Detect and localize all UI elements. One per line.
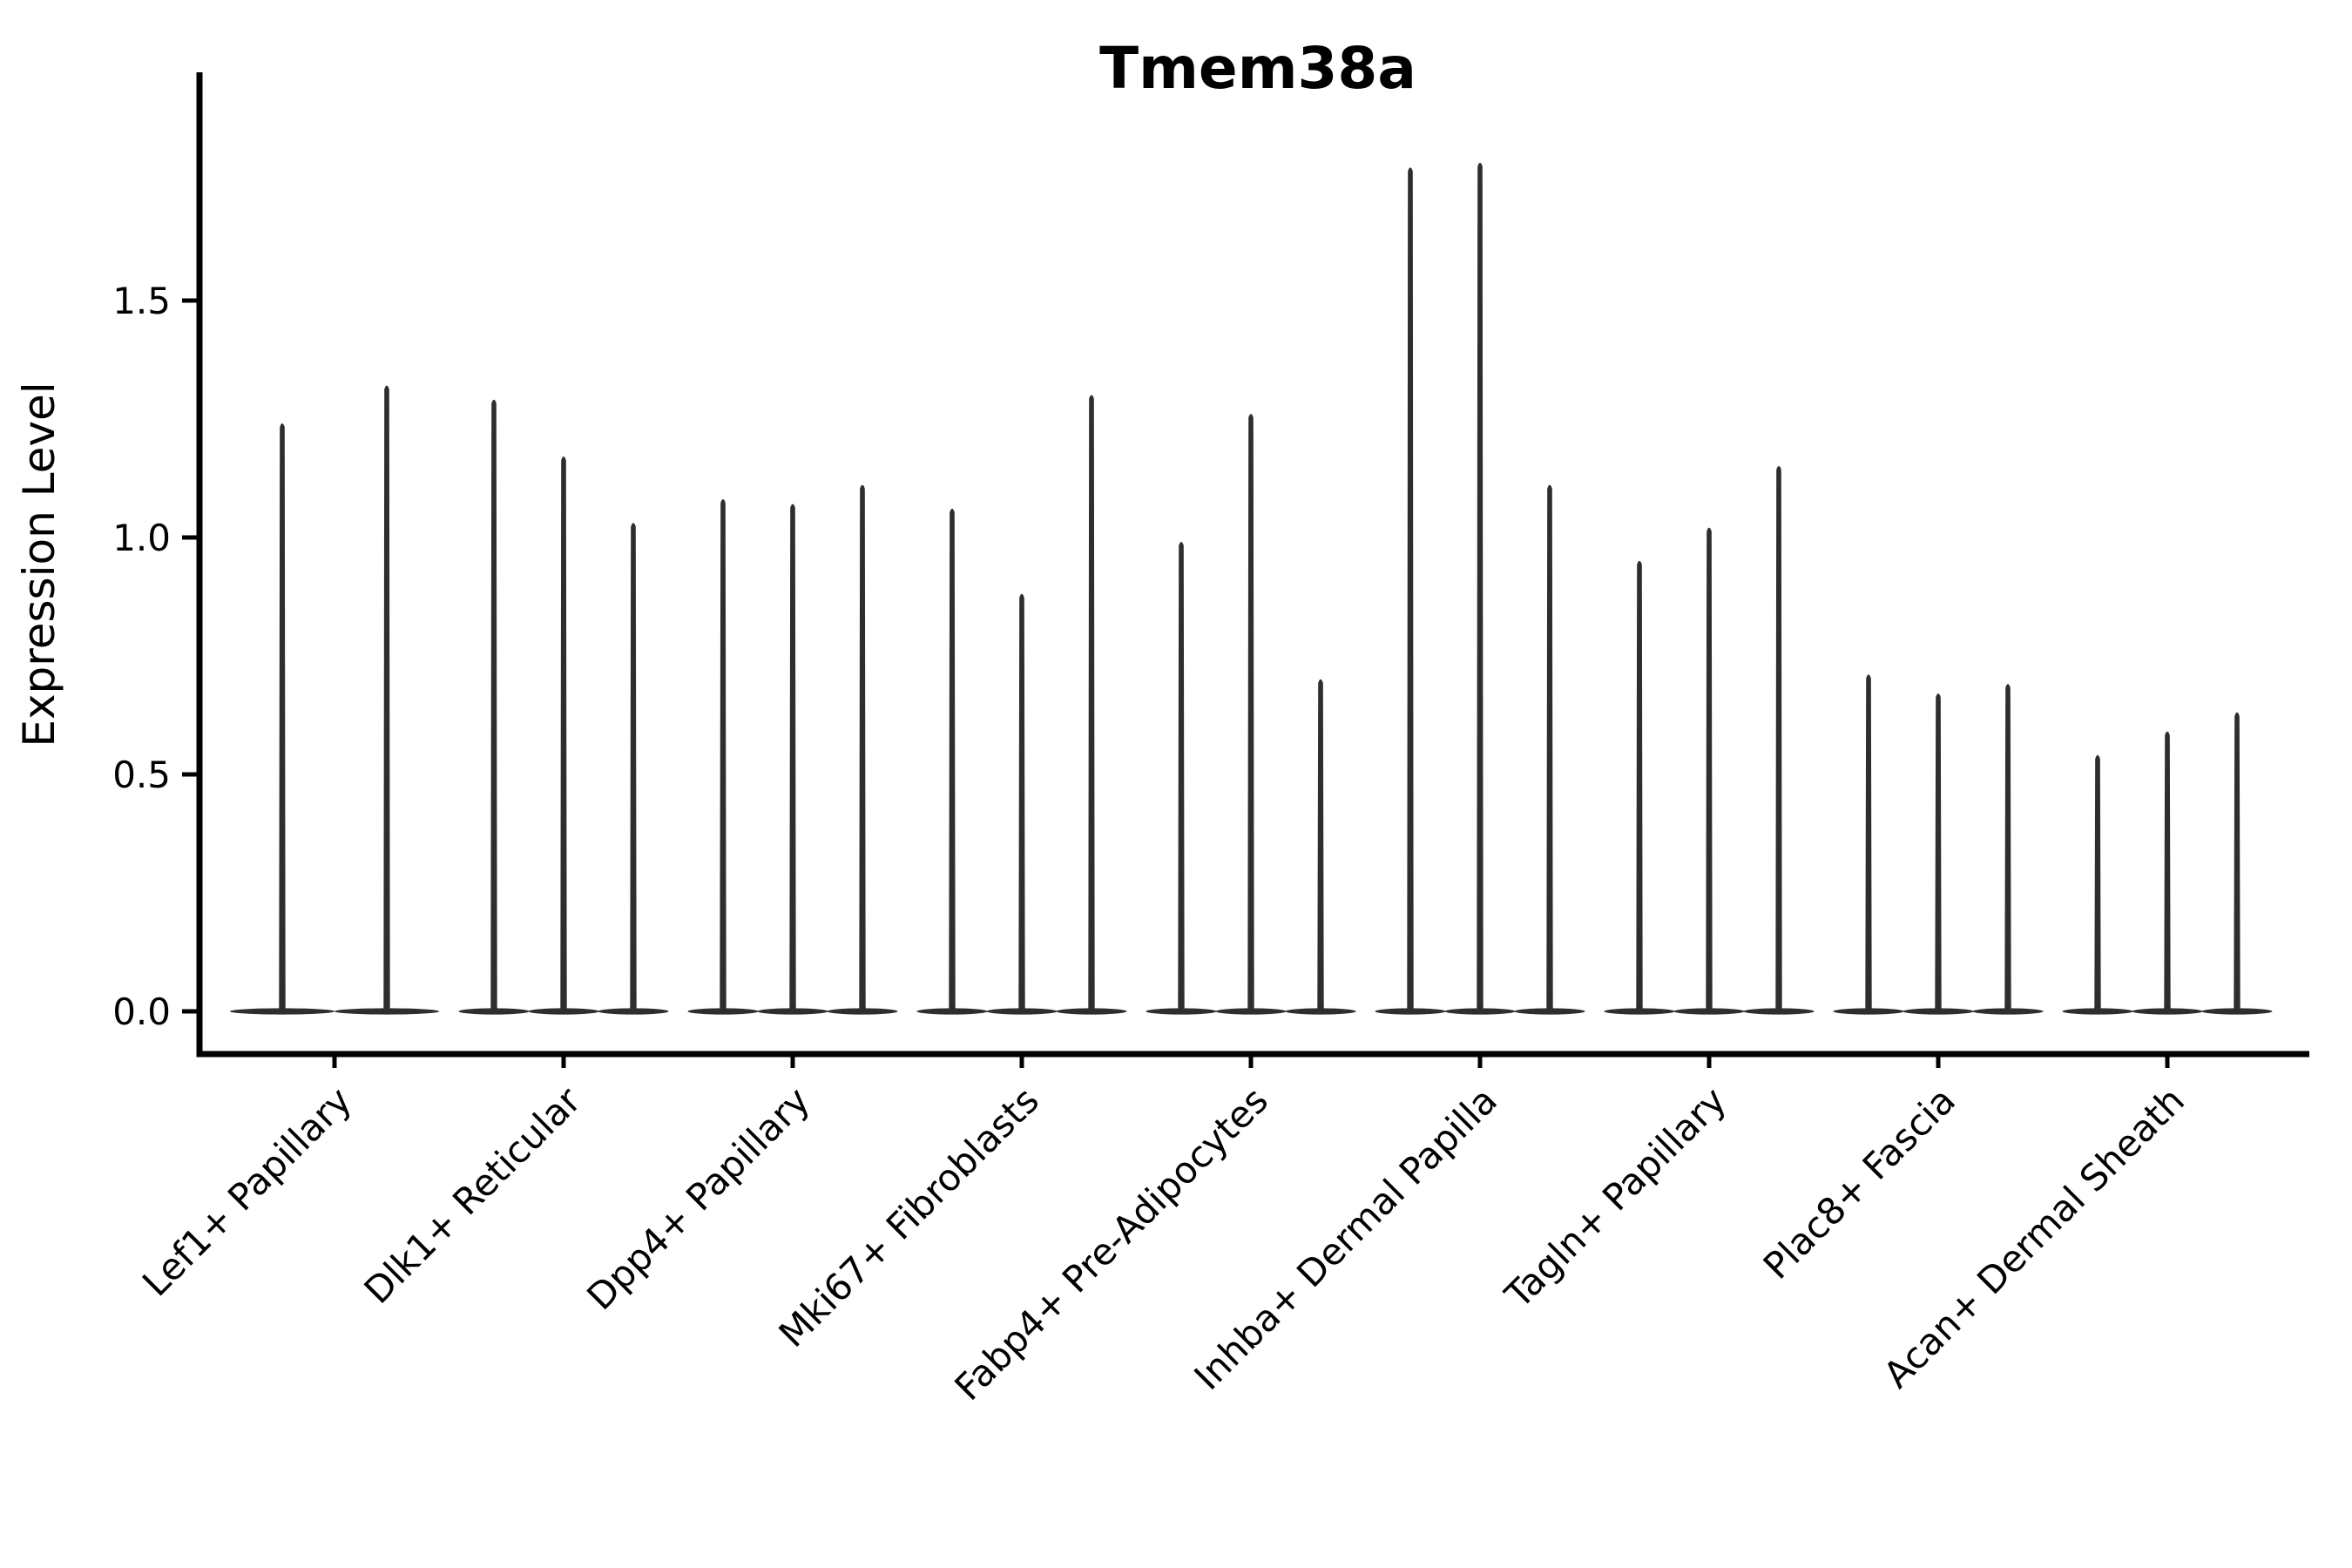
violin-base [986,1008,1058,1015]
violin-group [230,385,439,1015]
x-tick-label: Lef1+ Papillary [134,1078,360,1304]
violin-spike [859,484,866,1010]
violin-group [1604,466,1815,1015]
violin-spike [279,423,286,1010]
violin-base [1833,1008,1904,1015]
violin-base [757,1008,828,1015]
violin-base [2132,1008,2203,1015]
violin-spike [383,385,390,1010]
violin-base [458,1008,530,1015]
violin-spike [490,399,497,1010]
violin-spike [560,456,567,1010]
violin-base [2201,1008,2273,1015]
violin-spike [1317,679,1324,1010]
y-axis-label: Expression Level [14,382,64,747]
violin-base [598,1008,669,1015]
x-tick-label: Plac8+ Fascia [1755,1078,1963,1287]
y-tick-label: 1.5 [112,280,171,322]
violin-group [1146,414,1356,1015]
violin-spike [1477,162,1484,1010]
violin-base [2062,1008,2133,1015]
violin-spike [1407,167,1414,1010]
violin-spike [949,509,956,1010]
violin-spike [2094,754,2101,1010]
violin-group [1833,674,2044,1015]
violin-spike [1775,466,1782,1010]
violin-spike [1546,484,1553,1010]
violin-spike [720,499,727,1010]
violin-group [2062,712,2273,1015]
violin-group [1375,162,1585,1015]
x-tick-label: Dlk1+ Reticular [356,1078,590,1312]
violin-spike [2164,731,2171,1010]
x-tick-label: Dpp4+ Papillary [578,1078,818,1318]
violin-base [335,1008,439,1015]
chart-title: Tmem38a [1099,35,1416,102]
violin-group [458,399,669,1015]
violin-base [1444,1008,1516,1015]
violin-spike [1865,674,1872,1010]
violin-base [1743,1008,1815,1015]
violin-base [827,1008,898,1015]
y-tick-label: 0.0 [112,990,171,1033]
violin-base [1673,1008,1745,1015]
violin-base [687,1008,759,1015]
violin-base [1215,1008,1287,1015]
violin-base [230,1008,335,1015]
violin-spike [1088,395,1095,1010]
violin-base [1146,1008,1217,1015]
violin-spike [630,523,637,1010]
violin-base [1604,1008,1675,1015]
violin-spike [1247,414,1254,1010]
violin-group [916,395,1127,1015]
violin-spike [2004,684,2011,1010]
y-tick-label: 0.5 [112,754,171,796]
violin-spike [1178,542,1185,1010]
y-tick-label: 1.0 [112,517,171,559]
violin-spike [789,504,796,1010]
violin-base [916,1008,988,1015]
violin-group [687,484,898,1015]
violin-spike [1018,593,1025,1010]
violin-base [1903,1008,1974,1015]
x-tick-label: Mki67+ Fibroblasts [771,1078,1047,1355]
violin-base [1514,1008,1585,1015]
violin-base [1972,1008,2044,1015]
violin-spike [1706,527,1713,1010]
violin-spike [1636,560,1643,1010]
violin-spike [2234,712,2240,1010]
violin-spike [1935,693,1942,1010]
violin-base [1375,1008,1446,1015]
violin-base [1285,1008,1356,1015]
violin-base [1056,1008,1127,1015]
violin-base [528,1008,599,1015]
x-tick-label: Tagln+ Papillary [1497,1078,1734,1316]
